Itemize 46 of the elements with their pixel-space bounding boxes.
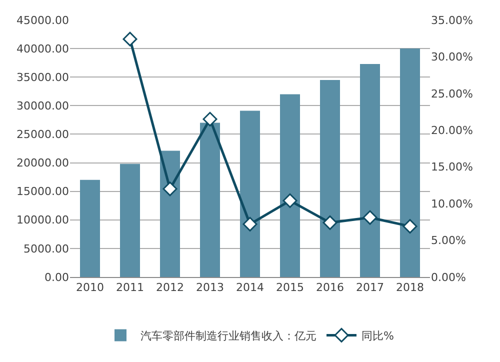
point [162, 182, 178, 196]
y2-tick-label: 10.00% [431, 197, 473, 210]
point [402, 219, 418, 234]
bar [160, 150, 180, 277]
y2-tick-label: 35.00% [431, 14, 473, 27]
bar [200, 122, 220, 277]
point [122, 32, 138, 46]
y-tick-label: 0.00 [44, 270, 69, 284]
x-tick-label: 2018 [396, 281, 424, 294]
x-tick-label: 2012 [156, 281, 184, 294]
legend-label: 汽车零部件制造行业销售收入：亿元 [140, 329, 316, 342]
y-tick-label: 35000.00 [16, 70, 69, 84]
y2-tick-label: 5.00% [431, 234, 466, 248]
bar [360, 64, 380, 277]
x-tick-label: 2013 [196, 281, 224, 294]
y2-tick-label: 20.00% [431, 124, 473, 137]
legend-label: 同比% [362, 329, 394, 342]
y-tick-label: 40000.00 [16, 42, 69, 56]
bar [320, 80, 340, 277]
bar [400, 48, 420, 277]
x-tick-label: 2014 [236, 281, 264, 294]
point [242, 216, 258, 232]
y2-tick-label: 0.00% [431, 270, 466, 284]
y-tick-label: 20000.00 [16, 156, 69, 170]
y-tick-label: 25000.00 [16, 128, 69, 142]
y-tick-label: 30000.00 [16, 100, 69, 113]
x-tick-label: 2016 [316, 281, 344, 294]
y-tick-label: 10000.00 [16, 214, 69, 227]
y-tick-label: 5000.00 [24, 242, 69, 256]
x-tick-label: 2017 [356, 281, 384, 294]
y2-tick-label: 15.00% [431, 160, 473, 174]
point [202, 112, 218, 126]
y2-tick-label: 25.00% [431, 87, 473, 100]
point [282, 193, 298, 208]
bar [240, 110, 260, 277]
y2-tick-label: 30.00% [431, 50, 473, 64]
bar [120, 164, 140, 277]
x-tick-label: 2010 [76, 281, 104, 294]
point [362, 210, 378, 225]
point [322, 215, 338, 230]
bar [280, 94, 300, 277]
x-tick-label: 2011 [116, 281, 144, 294]
x-tick-label: 2015 [276, 281, 304, 294]
y-tick-label: 45000.00 [16, 14, 69, 27]
y-tick-label: 15000.00 [16, 185, 69, 198]
bar [80, 180, 100, 277]
